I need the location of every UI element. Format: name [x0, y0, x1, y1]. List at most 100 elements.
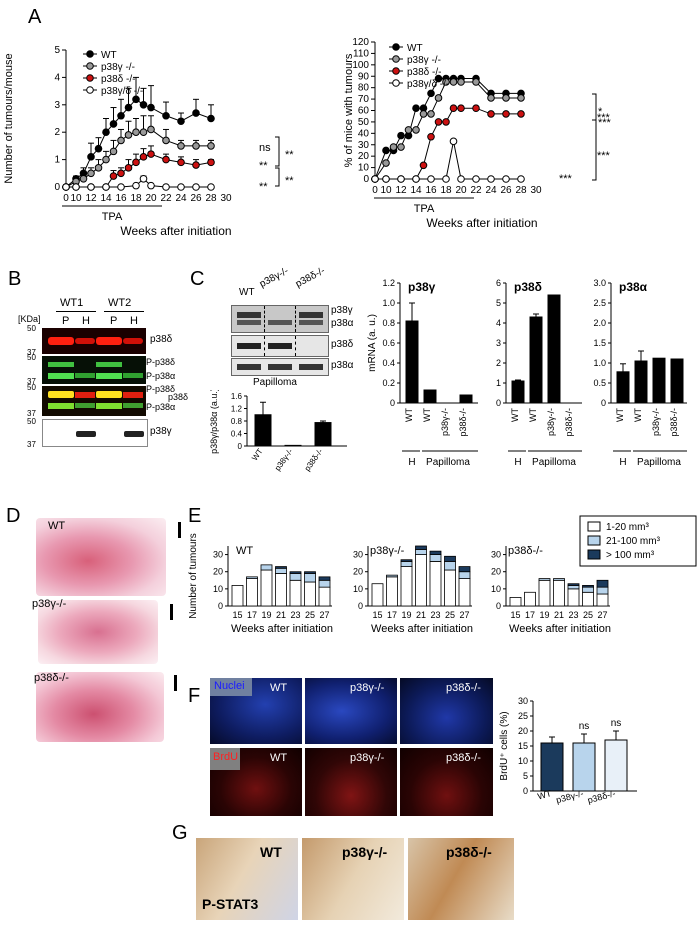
x-tick-label: WT: [510, 408, 520, 422]
sig-label: **: [285, 175, 294, 187]
data-point: [192, 161, 200, 169]
bar-segment: [444, 561, 456, 571]
data-point: [117, 183, 125, 191]
bar-segment: [386, 576, 398, 607]
group-title: WT: [236, 545, 253, 557]
lane-h1: H: [82, 315, 90, 327]
blot-group-wt1: WT1: [60, 297, 84, 309]
y-tick-label: 2.0: [593, 318, 606, 328]
data-point: [192, 142, 200, 150]
x-tick-label: 22: [470, 185, 482, 196]
data-point: [382, 175, 390, 183]
bar-segment: [567, 585, 580, 590]
blot-p-p38: [42, 356, 146, 384]
bar-segment: [400, 566, 413, 607]
data-point: [472, 104, 480, 113]
blot-merge: [42, 386, 146, 416]
data-point: [124, 103, 133, 112]
y-axis-label: p38γ/p38α (a.u.): [209, 390, 219, 454]
y-tick-label: 20: [353, 567, 363, 577]
legend-label: > 100 mm³: [606, 550, 655, 561]
x-axis-label: Weeks after initiation: [120, 224, 231, 238]
tpa-label: TPA: [102, 211, 123, 223]
data-point: [449, 137, 458, 146]
data-point: [147, 125, 155, 134]
panel-letter-c: C: [190, 268, 205, 290]
bar-segment: [289, 579, 302, 607]
x-tick-label: 12: [395, 185, 407, 196]
y-tick-label: 3: [496, 338, 501, 348]
y-tick-label: 50: [358, 117, 370, 128]
lane-p2: P: [110, 315, 118, 327]
kda-label: [KDa]: [18, 314, 41, 324]
bar-segment: [415, 545, 427, 550]
series-line: [374, 78, 521, 180]
bar-segment: [318, 576, 331, 581]
x-tick-label: 21: [416, 610, 426, 620]
sig-label: **: [259, 160, 268, 172]
bar: [284, 444, 302, 447]
y-axis-label: mRNA (a. u.): [367, 314, 378, 372]
data-point: [132, 128, 140, 136]
group-label-papilloma: Papilloma: [637, 457, 681, 468]
y-tick-label: 0: [390, 398, 395, 408]
y-tick-label: 0.4: [231, 430, 243, 439]
data-point: [147, 181, 155, 190]
x-tick-label: 18: [130, 193, 142, 204]
data-point: [472, 175, 480, 183]
x-tick-label: 17: [525, 610, 535, 620]
data-point: [382, 146, 390, 155]
y-tick-label: 30: [491, 550, 501, 560]
bar-segment: [304, 571, 316, 574]
data-point: [434, 94, 443, 102]
bar-segment: [458, 566, 471, 573]
y-axis-label: Number of tumours: [188, 533, 199, 619]
y-axis-label: % of mice with tumours: [343, 53, 355, 167]
x-tick-label: 15: [372, 610, 382, 620]
bar-segment: [260, 564, 273, 571]
data-point: [434, 74, 443, 83]
y-tick-label: 110: [353, 48, 369, 59]
data-point: [109, 120, 118, 128]
data-point: [79, 174, 88, 183]
y-tick-label: 20: [213, 567, 223, 577]
y-tick-label: 1.0: [382, 298, 395, 308]
y-tick-label: 20: [518, 726, 528, 736]
x-tick-label: WT: [536, 788, 553, 801]
data-point: [487, 94, 495, 102]
bar-segment: [318, 586, 331, 607]
data-point: [412, 104, 420, 113]
data-point: [404, 126, 413, 134]
data-point: [124, 164, 133, 172]
y-tick-label: 3: [54, 100, 60, 111]
data-point: [442, 175, 450, 183]
data-point: [117, 111, 125, 120]
y-tick-label: 2: [54, 127, 60, 138]
legend-marker: [86, 74, 94, 82]
chart-mrna-p38a: 0 0.5 1.0 1.5 2.0 2.5 3.0 WT WT p38γ-/- p38δ-/- p38…: [593, 278, 687, 468]
x-tick-label: p38γ-/-: [273, 447, 295, 473]
panel-letter-a: A: [28, 6, 42, 28]
legend-swatch: [587, 535, 601, 546]
x-tick-label: 15: [232, 610, 242, 620]
chart-p38g-p38a-ratio: 0 0.4 0.8 1.2 1.6 WT p38γ-/- p38δ-/- p38γ/p38α (…: [209, 390, 347, 473]
bar: [405, 320, 419, 404]
y-tick-label: 40: [358, 128, 370, 139]
data-point: [427, 89, 435, 98]
data-point: [147, 150, 155, 158]
series-line: [66, 153, 212, 188]
data-point: [502, 175, 510, 183]
data-point: [382, 159, 390, 167]
y-tick-label: 0: [54, 182, 60, 193]
y-tick-label: 0.8: [382, 318, 395, 328]
y-tick-label: 0: [523, 786, 528, 796]
data-point: [207, 142, 215, 150]
data-point: [132, 95, 140, 104]
panel-g-immunohisto: WT p38γ-/- p38δ-/- P-STAT3: [196, 838, 514, 920]
legend-marker: [392, 43, 400, 51]
bar-segment: [567, 588, 580, 607]
x-tick-label: 27: [597, 610, 607, 620]
